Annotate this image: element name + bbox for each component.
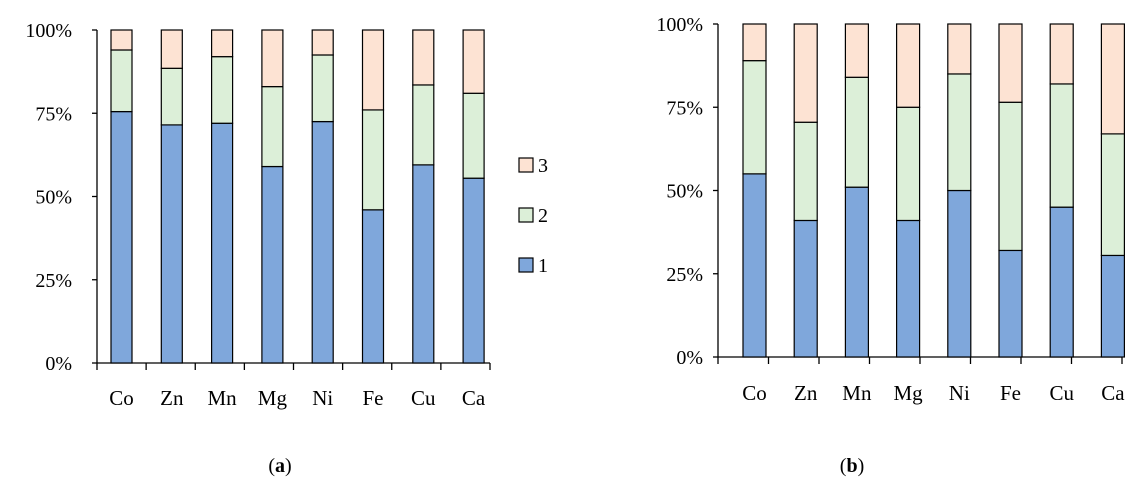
- legend-swatch-3: [518, 157, 534, 173]
- bar-segment-1: [742, 173, 767, 358]
- bar-segment-2: [311, 54, 334, 123]
- x-tick-label: Mg: [258, 386, 288, 410]
- bar-segment-1: [160, 124, 183, 364]
- bar-segment-3: [742, 23, 767, 62]
- bar-segment-3: [998, 23, 1023, 103]
- bar-segment-1: [412, 164, 435, 364]
- bar-segment-2: [211, 56, 234, 124]
- chart-a: 0% 25% 50% 75% 100% Co Zn Mn Mg Ni Fe Cu Ca 3 2 1: [25, 20, 548, 410]
- bar-segment-3: [412, 29, 435, 86]
- y-tick-label: 75%: [666, 97, 703, 119]
- y-tick-label: 100%: [25, 20, 72, 42]
- bar-segment-3: [462, 29, 485, 94]
- bar-segment-2: [160, 67, 183, 126]
- bar-segment-2: [793, 121, 818, 222]
- bar-segment-2: [261, 86, 284, 168]
- bar-segment-3: [844, 23, 870, 78]
- legend-label-2: 2: [538, 205, 548, 227]
- x-tick-label: Fe: [1000, 381, 1021, 405]
- bar-segment-3: [1049, 23, 1074, 85]
- x-tick-label: Ca: [462, 386, 486, 410]
- legend-label-1: 1: [538, 255, 548, 277]
- x-tick-label: Cu: [1049, 381, 1074, 405]
- bar-segment-1: [895, 219, 921, 358]
- caption-b-letter: b: [846, 455, 857, 477]
- y-tick-label: 25%: [35, 270, 72, 292]
- bar-segment-1: [462, 177, 485, 364]
- caption-a-letter: a: [275, 455, 285, 477]
- bar-segment-1: [844, 186, 870, 358]
- x-tick-label: Zn: [160, 386, 184, 410]
- bar-segment-3: [947, 23, 972, 75]
- bar-segment-1: [947, 189, 972, 358]
- x-tick-label: Mg: [894, 381, 924, 405]
- bar-segment-3: [793, 23, 818, 123]
- legend-swatch-1: [518, 257, 534, 273]
- bar-segment-3: [361, 29, 385, 111]
- bar-segment-1: [361, 209, 385, 364]
- bar-segment-3: [110, 29, 133, 51]
- bar-segment-1: [1100, 254, 1126, 358]
- bar-segment-2: [947, 73, 972, 192]
- y-tick-label: 0%: [676, 347, 703, 369]
- x-tick-label: Zn: [794, 381, 818, 405]
- bar-segment-2: [110, 49, 133, 113]
- x-tick-label: Mn: [842, 381, 872, 405]
- x-tick-label: Ni: [312, 386, 333, 410]
- x-tick-label: Co: [109, 386, 134, 410]
- y-tick-label: 25%: [666, 264, 703, 286]
- bar-segment-3: [311, 29, 334, 56]
- legend-swatch-2: [518, 207, 534, 223]
- y-tick-label: 50%: [35, 187, 72, 209]
- bar-segment-1: [110, 110, 133, 364]
- bar-segment-2: [742, 60, 767, 175]
- bar-segment-2: [1100, 133, 1126, 257]
- caption-b: (b): [840, 455, 864, 477]
- bar-segment-2: [462, 92, 485, 179]
- y-tick-label: 100%: [656, 14, 703, 36]
- chart-b: 0% 25% 50% 75% 100% Co Zn Mn Mg Ni Fe Cu Ca: [656, 14, 1125, 405]
- bar-segment-1: [1049, 206, 1074, 358]
- x-tick-label: Ca: [1101, 381, 1125, 405]
- x-tick-label: Ni: [949, 381, 970, 405]
- bar-segment-3: [261, 29, 284, 88]
- y-tick-label: 75%: [35, 103, 72, 125]
- y-tick-label: 50%: [666, 181, 703, 203]
- caption-a: (a): [268, 455, 291, 477]
- x-tick-label: Cu: [411, 386, 436, 410]
- x-tick-label: Mn: [208, 386, 238, 410]
- bar-segment-1: [311, 120, 334, 364]
- bar-segment-2: [1049, 83, 1074, 208]
- y-tick-label: 0%: [45, 353, 72, 375]
- bar-segment-2: [412, 84, 435, 166]
- bar-segment-1: [998, 249, 1023, 358]
- bar-segment-1: [261, 165, 284, 364]
- bar-segment-2: [844, 76, 870, 188]
- bar-segment-1: [793, 219, 818, 358]
- x-tick-label: Fe: [363, 386, 384, 410]
- bar-segment-1: [211, 122, 234, 364]
- bar-segment-3: [160, 29, 183, 69]
- bar-segment-3: [211, 29, 234, 58]
- bar-segment-3: [1100, 23, 1126, 135]
- bar-segment-2: [998, 101, 1023, 252]
- legend-label-3: 3: [538, 155, 548, 177]
- x-tick-label: Co: [742, 381, 767, 405]
- bar-segment-2: [895, 106, 921, 222]
- bar-segment-2: [361, 109, 385, 211]
- bar-segment-3: [895, 23, 921, 108]
